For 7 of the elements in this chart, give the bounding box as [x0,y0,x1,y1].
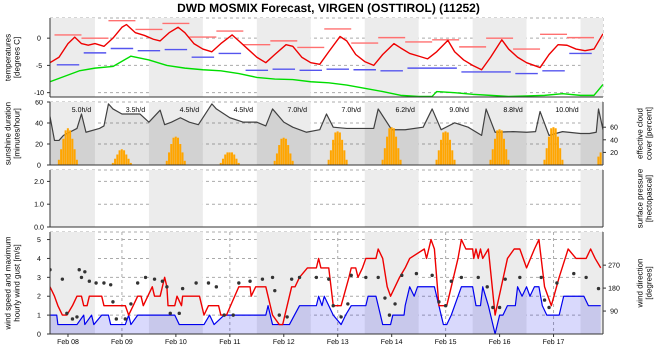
y-axis-title: temperatures [degrees C] [4,34,22,82]
y2-axis-title: wind direction [degrees] [636,258,654,308]
y2-axis-title: effective cloud cover [percent] [636,107,654,160]
chart-title: DWD MOSMIX Forecast, VIRGEN (OSTTIROL) (11252) [176,0,481,16]
y2-axis-title: surface pressure [hectopascal] [636,168,654,228]
y-axis-title: wind speed and maximum hourly wind gust [m/s] [4,236,22,330]
y-axis-title: sunshine duration [minutes/hour] [4,102,22,166]
